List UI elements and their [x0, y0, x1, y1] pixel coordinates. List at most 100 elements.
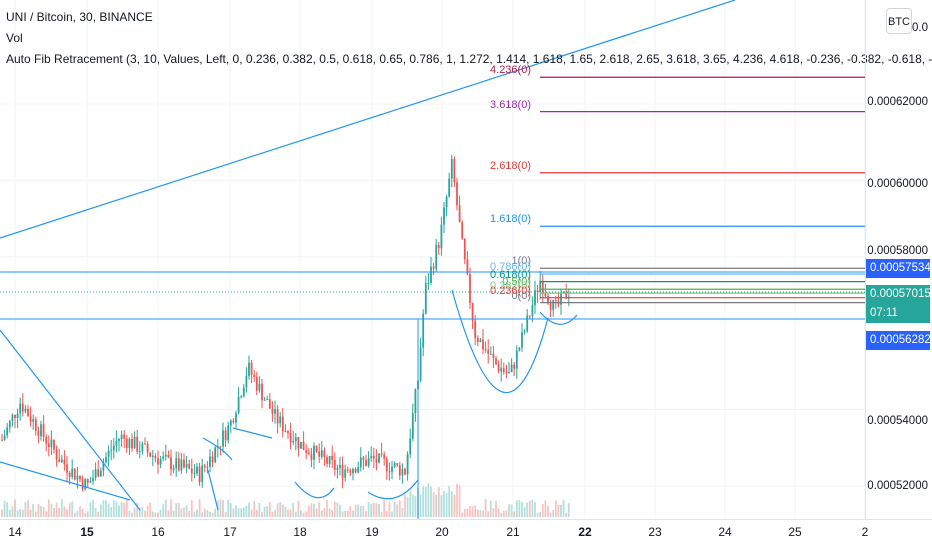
- candle-body: [281, 416, 284, 432]
- volume-bar: [198, 499, 201, 517]
- volume-bar: [201, 512, 204, 517]
- time-tick-label: 21: [506, 525, 520, 539]
- fib-level-label: 3.618(0): [490, 98, 531, 111]
- fib-level-label: 0.5(0): [502, 276, 531, 289]
- volume-bar: [388, 501, 391, 517]
- candle-body: [99, 470, 102, 477]
- candle-body: [310, 454, 313, 460]
- candle-body: [380, 453, 383, 455]
- candle-body: [515, 350, 518, 369]
- time-tick-label: 22: [578, 525, 592, 539]
- price-axis-border: [865, 0, 866, 519]
- candle-body: [333, 459, 336, 470]
- volume-bar: [541, 504, 544, 517]
- candle-body: [331, 456, 334, 460]
- candle-body: [302, 441, 305, 450]
- volume-bar: [240, 508, 243, 517]
- candle-body: [474, 320, 477, 338]
- candle-body: [482, 339, 484, 350]
- volume-bar: [495, 500, 497, 517]
- candle-body: [534, 290, 536, 306]
- candle-body: [284, 431, 287, 433]
- time-tick-label: 2: [861, 525, 869, 539]
- volume-bar: [539, 511, 542, 517]
- candle-body: [235, 413, 237, 423]
- volume-bar: [565, 512, 568, 517]
- candle-body: [42, 424, 45, 437]
- volume-bar: [175, 503, 178, 517]
- volume-bar: [450, 491, 453, 517]
- volume-bar: [245, 505, 248, 517]
- volume-bar: [341, 511, 344, 517]
- candle-body: [502, 368, 505, 372]
- volume-bar: [336, 502, 339, 517]
- volume-bar: [235, 505, 237, 517]
- volume-bar: [271, 511, 274, 517]
- volume-bar: [58, 507, 61, 517]
- candle-body: [354, 468, 357, 473]
- volume-bar: [250, 509, 253, 517]
- volume-bar: [34, 511, 37, 517]
- time-tick-label: 17: [223, 525, 237, 539]
- candle-body: [453, 159, 456, 183]
- volume-bar: [118, 505, 120, 517]
- volume-bar: [372, 502, 375, 517]
- candle-body: [84, 479, 87, 490]
- candle-body: [53, 439, 55, 450]
- candle-body: [326, 457, 328, 464]
- time-tick-label: 20: [435, 525, 449, 539]
- candle-body: [253, 374, 256, 378]
- volume-bar: [79, 506, 81, 517]
- volume-bar: [146, 505, 149, 517]
- volume-bar: [380, 512, 383, 517]
- candle-body: [526, 315, 529, 332]
- volume-bar: [183, 507, 185, 517]
- volume-bar: [14, 499, 16, 517]
- volume-bar: [253, 500, 256, 517]
- candle-body: [544, 293, 547, 297]
- candle-body: [86, 479, 89, 483]
- candle-body: [8, 420, 11, 428]
- candle-body: [458, 205, 461, 223]
- candle-body: [40, 424, 42, 437]
- price-label-2: 0.00058000: [867, 245, 928, 257]
- candle-body: [92, 477, 94, 482]
- volume-bar: [71, 501, 74, 517]
- candle-body: [461, 222, 464, 239]
- candle-body: [528, 315, 531, 317]
- volume-bar: [567, 503, 570, 517]
- volume-bar: [89, 502, 92, 517]
- candle-body: [255, 377, 258, 391]
- candle-body: [339, 464, 341, 468]
- volume-bar: [42, 506, 45, 517]
- volume-indicator-label[interactable]: Vol: [6, 31, 23, 45]
- candle-body: [365, 460, 367, 466]
- volume-bar: [266, 506, 269, 517]
- volume-bar: [502, 510, 505, 517]
- volume-bar: [453, 494, 456, 517]
- candle-body: [435, 245, 438, 269]
- currency-button[interactable]: BTC: [886, 8, 912, 34]
- candle-body: [19, 403, 22, 414]
- candle-body: [539, 280, 542, 293]
- time-tick-label: 16: [151, 525, 165, 539]
- fib-indicator-label[interactable]: Auto Fib Retracement (3, 10, Values, Lef…: [6, 52, 932, 66]
- volume-bar: [29, 509, 32, 517]
- volume-bar: [476, 509, 479, 517]
- candle-body: [240, 396, 243, 398]
- volume-bar: [276, 503, 279, 517]
- volume-bar: [404, 494, 406, 517]
- volume-bar: [508, 504, 510, 517]
- volume-bar: [432, 492, 435, 517]
- candle-body: [29, 415, 32, 422]
- candle-body: [149, 452, 152, 457]
- candle-body: [60, 459, 63, 463]
- candle-body: [24, 408, 27, 412]
- candle-body: [294, 437, 297, 442]
- candle-body: [263, 399, 266, 401]
- candle-body: [505, 371, 508, 373]
- volume-bar: [320, 510, 323, 517]
- volume-bar: [159, 509, 162, 517]
- candle-body: [214, 447, 217, 463]
